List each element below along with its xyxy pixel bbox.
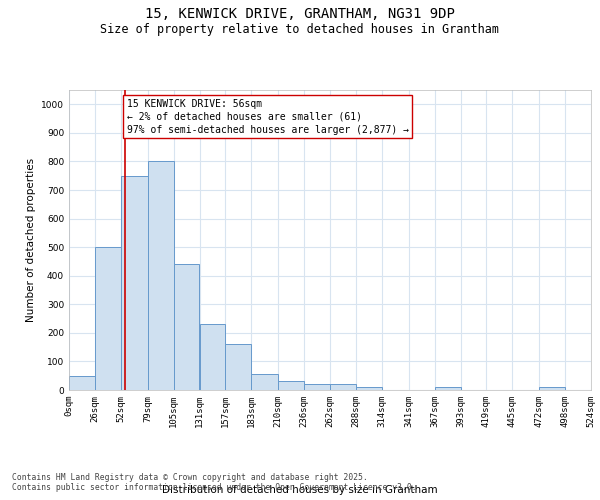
Bar [95,247,121,390]
Text: Distribution of detached houses by size in Grantham: Distribution of detached houses by size … [162,485,438,495]
Text: Size of property relative to detached houses in Grantham: Size of property relative to detached ho… [101,22,499,36]
Bar [226,344,251,390]
Bar [199,324,226,390]
Bar [539,387,565,390]
Bar [434,387,461,390]
Text: Contains HM Land Registry data © Crown copyright and database right 2025.
Contai: Contains HM Land Registry data © Crown c… [12,472,416,492]
Y-axis label: Number of detached properties: Number of detached properties [26,158,35,322]
Bar [121,176,148,390]
Bar [173,264,199,390]
Bar [356,387,382,390]
Bar [330,384,356,390]
Bar [304,384,330,390]
Bar [148,162,173,390]
Text: 15, KENWICK DRIVE, GRANTHAM, NG31 9DP: 15, KENWICK DRIVE, GRANTHAM, NG31 9DP [145,8,455,22]
Bar [251,374,278,390]
Bar [69,376,95,390]
Bar [278,382,304,390]
Text: 15 KENWICK DRIVE: 56sqm
← 2% of detached houses are smaller (61)
97% of semi-det: 15 KENWICK DRIVE: 56sqm ← 2% of detached… [127,98,409,135]
